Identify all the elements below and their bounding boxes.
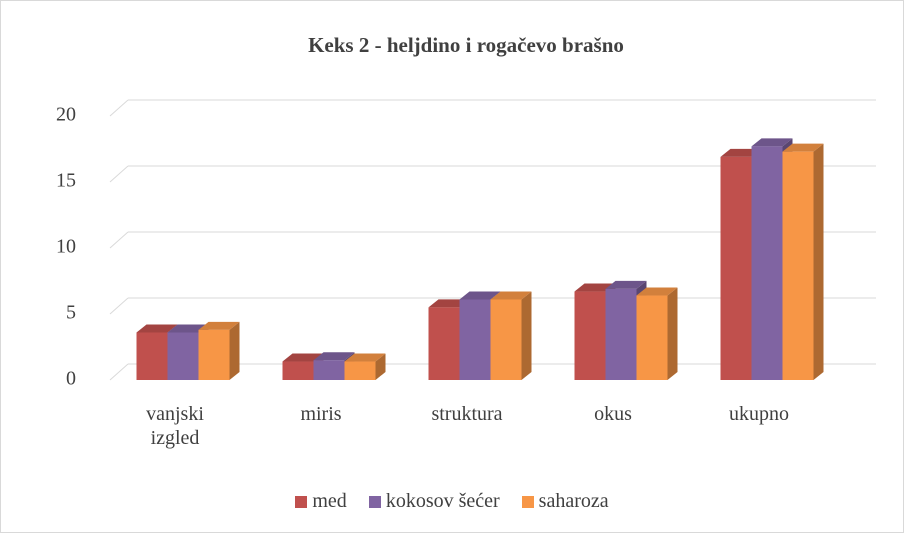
legend-item: kokosov šećer xyxy=(368,490,500,513)
legend-label: med xyxy=(312,490,347,512)
bar-front xyxy=(490,299,522,380)
bar-top xyxy=(459,291,501,300)
legend-item: med xyxy=(295,490,347,513)
bar-front xyxy=(198,329,230,380)
grid-line-side xyxy=(109,297,129,315)
bar-top xyxy=(282,353,324,362)
bar-side xyxy=(521,291,532,380)
legend: med kokosov šećer saharoza xyxy=(0,490,904,513)
bar-front xyxy=(720,156,752,380)
bar-top xyxy=(313,352,355,361)
bar-front xyxy=(636,295,668,380)
bar-front xyxy=(574,291,606,380)
legend-swatch xyxy=(295,495,308,508)
bar-front xyxy=(459,299,491,380)
bar xyxy=(344,353,386,380)
y-tick-label: 5 xyxy=(66,302,76,324)
legend-swatch xyxy=(521,495,534,508)
x-tick-label: vanjski izgled xyxy=(146,403,204,449)
bar-top xyxy=(605,280,647,289)
grid-line-side xyxy=(109,99,129,117)
bar-side xyxy=(375,353,386,380)
bar xyxy=(198,321,240,380)
bar-front xyxy=(136,332,168,380)
chart-title: Keks 2 - heljdino i rogačevo brašno xyxy=(308,33,624,57)
bar-side xyxy=(813,143,824,380)
bar-front xyxy=(344,361,376,380)
bar xyxy=(490,291,532,380)
bar-front xyxy=(751,146,783,380)
x-tick-label: struktura xyxy=(431,403,503,425)
bar-top xyxy=(574,283,616,292)
bar-side xyxy=(667,287,678,380)
y-tick-label: 10 xyxy=(56,236,76,258)
bar-top xyxy=(167,324,209,333)
x-tick-label: ukupno xyxy=(729,403,789,425)
legend-swatch xyxy=(368,495,381,508)
bar xyxy=(636,287,678,380)
bar-top xyxy=(198,321,240,330)
bar-top xyxy=(344,353,386,362)
grid-line-side xyxy=(109,231,129,249)
x-tick-label: miris xyxy=(300,403,342,425)
legend-item: saharoza xyxy=(521,490,609,513)
bar-top xyxy=(782,143,824,152)
bar-top xyxy=(720,148,762,157)
bar-front xyxy=(428,307,460,380)
bar-front xyxy=(313,360,345,380)
bar-top xyxy=(490,291,532,300)
bar-top xyxy=(751,138,793,147)
bar-side xyxy=(229,321,240,380)
bar xyxy=(782,143,824,380)
bar-front xyxy=(282,361,314,380)
legend-label: saharoza xyxy=(538,490,609,512)
bar-top xyxy=(136,324,178,333)
x-tick-label: okus xyxy=(594,403,632,425)
legend-label: kokosov šećer xyxy=(385,490,500,512)
y-tick-label: 15 xyxy=(56,170,76,192)
bar-top xyxy=(428,299,470,308)
y-tick-label: 20 xyxy=(56,104,76,126)
bar-front xyxy=(167,332,199,380)
bar-top xyxy=(636,287,678,296)
grid-line-side xyxy=(109,363,129,381)
grid-line-side xyxy=(109,165,129,183)
y-tick-label: 0 xyxy=(66,368,76,390)
bar-front xyxy=(782,151,814,380)
bar-front xyxy=(605,288,637,380)
